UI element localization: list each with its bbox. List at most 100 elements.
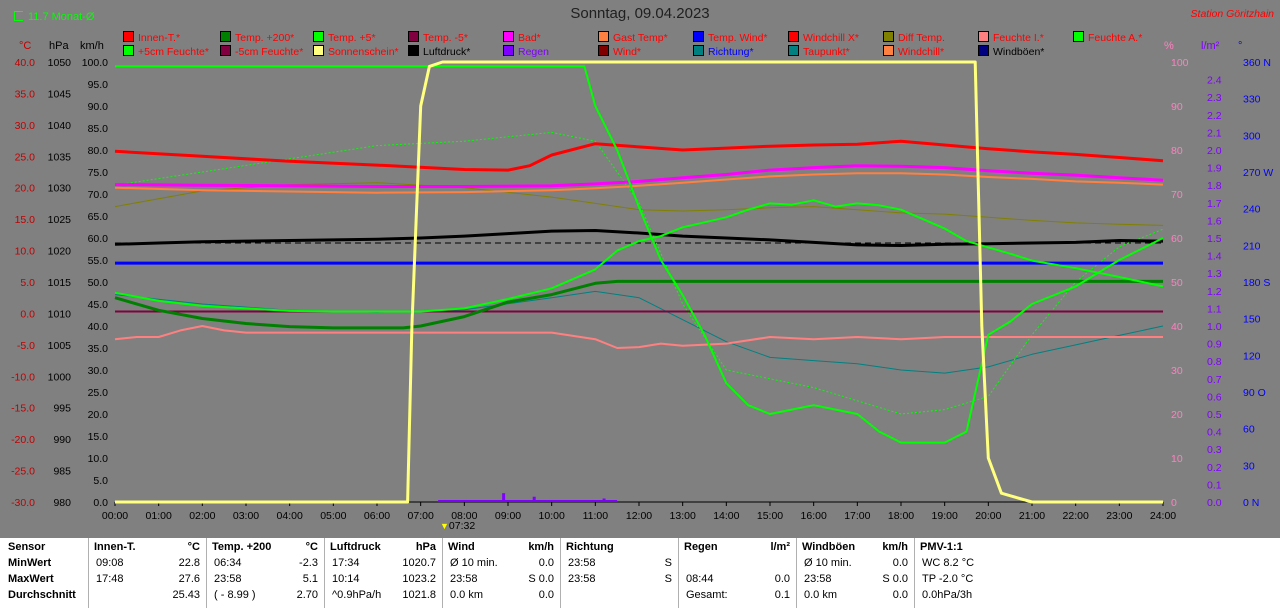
stats-column-divider <box>914 538 915 608</box>
direction_deg-tick-label: 180 S <box>1243 277 1270 289</box>
x-tick-label: 09:00 <box>495 510 521 522</box>
humidity_pct-tick-label: 100 <box>1171 57 1189 69</box>
rain_lm2-tick-label: 2.0 <box>1207 145 1222 157</box>
humidity_pct-tick-label: 60 <box>1171 233 1183 245</box>
temp_c-tick-label: 15.0 <box>15 214 36 226</box>
x-tick-label: 24:00 <box>1150 510 1176 522</box>
rain_lm2-tick-label: 0.1 <box>1207 479 1222 491</box>
stats-column-title: Regen <box>684 541 718 553</box>
x-tick-label: 13:00 <box>670 510 696 522</box>
stats-cell-label: 17:34 <box>332 557 360 569</box>
pressure_hpa-tick-label: 1010 <box>48 308 72 320</box>
rain-bar <box>532 496 536 502</box>
stats-row-label: Sensor <box>8 541 46 553</box>
legend-swatch <box>693 31 704 42</box>
axis-unit-celsius: °C <box>19 40 32 52</box>
legend-item: Temp. Wind* <box>693 31 768 44</box>
legend-swatch <box>313 45 324 56</box>
legend-label: Sonnenschein* <box>328 46 399 58</box>
direction_deg-tick-label: 30 <box>1243 460 1255 472</box>
legend-swatch <box>123 45 134 56</box>
legend-swatch <box>408 31 419 42</box>
stats-cell-value: 1023.2 <box>402 573 436 585</box>
wind_kmh-tick-label: 70.0 <box>88 189 109 201</box>
stats-cell-value: 0.0 <box>538 589 554 601</box>
stats-cell-label: 23:58 <box>568 573 596 585</box>
legend-label: -5cm Feuchte* <box>235 46 304 58</box>
temp_c-tick-label: -25.0 <box>11 466 35 478</box>
direction_deg-tick-label: 240 <box>1243 204 1261 216</box>
humidity_pct-tick-label: 90 <box>1171 101 1183 113</box>
direction_deg-tick-label: 150 <box>1243 314 1261 326</box>
stats-column-title: Windböen <box>802 541 856 553</box>
stats-cell-label: Ø 10 min. <box>450 557 498 569</box>
stats-cell-label: 06:34 <box>214 557 242 569</box>
pressure_hpa-tick-label: 990 <box>53 434 71 446</box>
station-name: Station Göritzhain <box>1190 8 1274 20</box>
stats-row-label: MaxWert <box>8 573 54 585</box>
legend-item: Gast Temp* <box>598 31 668 44</box>
stats-column-divider <box>206 538 207 608</box>
stats-cell-value: 0.0 <box>892 589 908 601</box>
legend-label: Gast Temp* <box>613 32 668 44</box>
stats-cell-value: 1021.8 <box>402 589 436 601</box>
stats-column-divider <box>442 538 443 608</box>
stats-cell-label: TP -2.0 °C <box>922 573 974 585</box>
legend-swatch <box>978 45 989 56</box>
humidity_pct-tick-label: 40 <box>1171 321 1183 333</box>
direction_deg-tick-label: 60 <box>1243 424 1255 436</box>
stats-cell-value: S <box>664 573 672 585</box>
direction_deg-tick-label: 90 O <box>1243 387 1266 399</box>
humidity_pct-tick-label: 50 <box>1171 277 1183 289</box>
pressure_hpa-tick-label: 995 <box>53 403 71 415</box>
stats-column-unit: °C <box>187 541 200 553</box>
legend-swatch <box>598 45 609 56</box>
stats-column-unit: km/h <box>528 541 554 553</box>
x-tick-label: 10:00 <box>539 510 565 522</box>
stats-column-divider <box>796 538 797 608</box>
stats-column-divider <box>560 538 561 608</box>
stats-column-unit: hPa <box>415 541 436 553</box>
legend-item: Taupunkt* <box>788 45 850 58</box>
stats-column-divider <box>88 538 89 608</box>
legend-label: Windchill* <box>898 46 945 58</box>
legend-label: Wind* <box>613 46 642 58</box>
pressure_hpa-tick-label: 1005 <box>48 340 72 352</box>
legend-swatch <box>788 45 799 56</box>
x-tick-label: 06:00 <box>364 510 390 522</box>
wind_kmh-tick-label: 75.0 <box>88 167 109 179</box>
stats-cell-label: Gesamt: <box>686 589 728 601</box>
wind_kmh-tick-label: 95.0 <box>88 79 109 91</box>
legend-swatch <box>788 31 799 42</box>
legend-item: Luftdruck* <box>408 45 470 58</box>
legend-item: Regen <box>503 45 549 58</box>
x-tick-label: 07:00 <box>408 510 434 522</box>
stats-column-divider <box>324 538 325 608</box>
legend-swatch <box>883 31 894 42</box>
legend-label: Temp. +5* <box>328 32 376 44</box>
stats-column-unit: °C <box>305 541 318 553</box>
legend-label: Bad* <box>518 32 541 44</box>
rain_lm2-tick-label: 0.9 <box>1207 339 1222 351</box>
x-tick-label: 18:00 <box>888 510 914 522</box>
stats-cell-label: 0.0 km <box>450 589 484 601</box>
rain_lm2-tick-label: 1.8 <box>1207 180 1222 192</box>
axis-unit-percent: % <box>1164 40 1174 52</box>
temp_c-tick-label: 5.0 <box>20 277 35 289</box>
rain_lm2-tick-label: 0.6 <box>1207 391 1222 403</box>
stats-cell-label: 08:44 <box>686 573 714 585</box>
stats-cell-value: 2.70 <box>296 589 318 601</box>
time-marker: ▼07:32 <box>440 520 475 532</box>
stats-cell-value: 1020.7 <box>402 557 436 569</box>
series-line-bad <box>114 164 1164 188</box>
legend-swatch <box>123 31 134 42</box>
stats-cell-value: 5.1 <box>302 573 318 585</box>
stats-cell-value: 22.8 <box>178 557 200 569</box>
axis-unit-hpa: hPa <box>49 40 69 52</box>
x-tick-label: 17:00 <box>844 510 870 522</box>
stats-cell-label: 23:58 <box>214 573 242 585</box>
legend-item: Windchill X* <box>788 31 859 44</box>
temp_c-tick-label: -10.0 <box>11 371 35 383</box>
legend-label: Diff Temp. <box>898 32 945 44</box>
stats-column-title: Wind <box>448 541 475 553</box>
